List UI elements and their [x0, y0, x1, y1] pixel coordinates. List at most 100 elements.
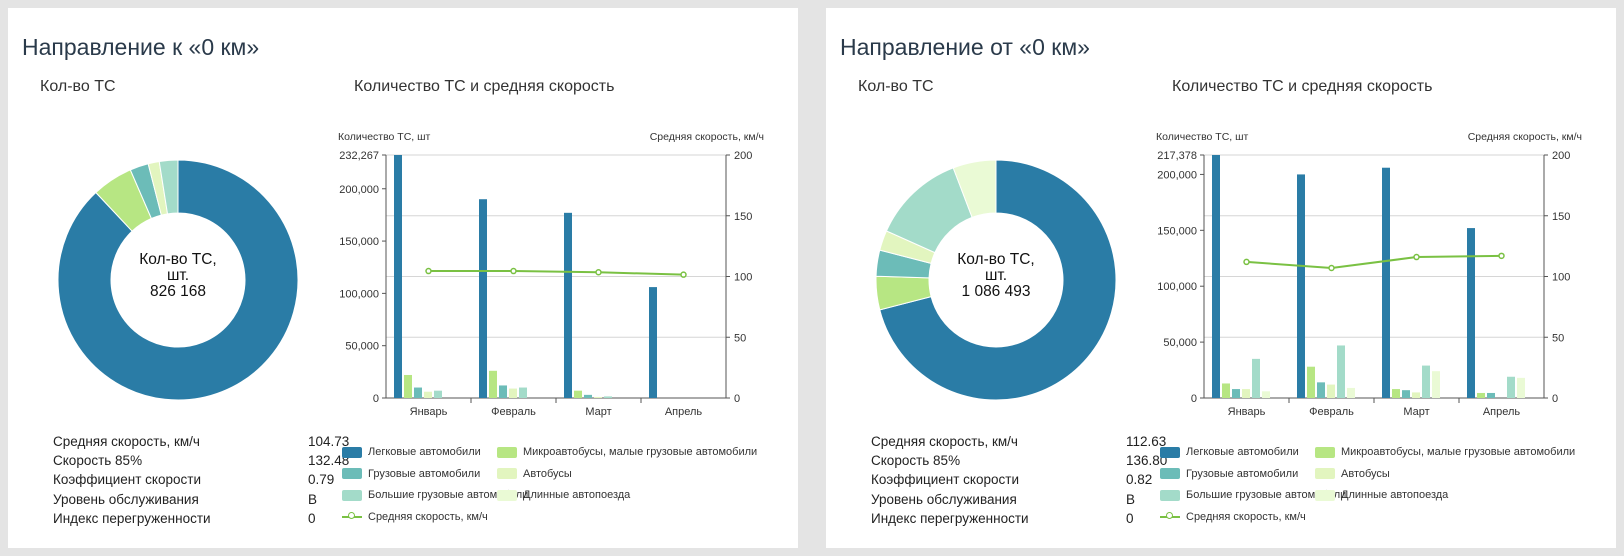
chart-legend: Легковые автомобили Микроавтобусы, малые… — [1160, 446, 1615, 532]
legend-label: Большие грузовые автомобили — [1186, 489, 1347, 501]
legend-item[interactable]: Микроавтобусы, малые грузовые автомобили — [497, 446, 757, 458]
bar[interactable] — [1337, 345, 1345, 398]
stats-table: Средняя скорость, км/ч 112.63 Скорость 85… — [871, 434, 1167, 530]
legend-item[interactable]: Длинные автопоезда — [497, 489, 630, 501]
legend-item[interactable]: Средняя скорость, км/ч — [1160, 511, 1306, 523]
bar[interactable] — [1487, 392, 1495, 398]
donut-chart — [57, 159, 299, 401]
bar[interactable] — [499, 385, 507, 398]
stat-label: Уровень обслуживания — [871, 491, 1017, 507]
legend-item[interactable]: Автобусы — [497, 468, 572, 480]
y-tick-label: 217,378 — [1157, 150, 1197, 162]
legend-swatch — [342, 489, 362, 501]
legend-item[interactable]: Грузовые автомобили — [1160, 468, 1298, 480]
bar[interactable] — [1507, 376, 1515, 398]
bar[interactable] — [584, 394, 592, 398]
legend-swatch — [497, 446, 517, 458]
bar[interactable] — [1467, 228, 1475, 398]
direction-panel-from-0km: Направление от «0 км» Кол-во ТС Количест… — [826, 8, 1616, 548]
y-axis-title: Количество ТС, шт — [338, 131, 431, 143]
speed-point[interactable] — [1328, 264, 1335, 272]
bar[interactable] — [404, 374, 412, 398]
bar-line-chart: 0 50,000 100,000 150,000 200,000 232,267 0 50 10… — [338, 131, 764, 418]
bar[interactable] — [1327, 384, 1335, 398]
donut-chart — [875, 159, 1117, 401]
bar[interactable] — [1412, 392, 1420, 398]
bar[interactable] — [1307, 366, 1315, 398]
bar[interactable] — [649, 287, 657, 398]
legend-item[interactable]: Грузовые автомобили — [342, 468, 480, 480]
bar[interactable] — [489, 370, 497, 398]
legend-item[interactable]: Длинные автопоезда — [1315, 489, 1448, 501]
bar[interactable] — [564, 212, 572, 398]
legend-item[interactable]: Микроавтобусы, малые грузовые автомобили — [1315, 446, 1575, 458]
stat-value: B — [1126, 491, 1136, 507]
bar[interactable] — [434, 390, 442, 398]
stat-row: Индекс перегруженности 0 — [871, 511, 1166, 530]
x-tick-label: Февраль — [1309, 406, 1354, 418]
bar[interactable] — [574, 390, 582, 398]
speed-point[interactable] — [595, 268, 602, 276]
x-tick-label: Апрель — [1483, 406, 1521, 418]
legend-item[interactable]: Легковые автомобили — [1160, 446, 1299, 458]
stat-label: Уровень обслуживания — [53, 491, 199, 507]
legend-swatch — [1315, 446, 1335, 458]
donut-slice[interactable] — [158, 159, 179, 215]
bar[interactable] — [1242, 389, 1250, 398]
y-tick-label: 50,000 — [1163, 337, 1197, 349]
donut-slice[interactable] — [879, 159, 1117, 401]
bar[interactable] — [1222, 383, 1230, 398]
bar[interactable] — [1252, 358, 1260, 398]
bar[interactable] — [1517, 377, 1525, 398]
stat-label: Средняя скорость, км/ч — [871, 434, 1018, 449]
speed-point[interactable] — [510, 267, 517, 275]
speed-point[interactable] — [425, 267, 432, 275]
bar[interactable] — [1392, 389, 1400, 398]
bar[interactable] — [519, 387, 527, 398]
stat-row: Индекс перегруженности 0 — [53, 511, 348, 530]
speed-point[interactable] — [680, 271, 687, 278]
legend-swatch — [497, 468, 517, 479]
bar[interactable] — [1317, 382, 1325, 398]
bar[interactable] — [509, 388, 517, 398]
bar[interactable] — [479, 199, 487, 398]
stat-label: Скорость 85% — [871, 453, 961, 469]
legend-item[interactable]: Автобусы — [1315, 468, 1390, 480]
bar[interactable] — [604, 396, 612, 398]
legend-line-swatch — [342, 511, 362, 522]
bar[interactable] — [1347, 387, 1355, 398]
legend-item[interactable]: Большие грузовые автомобили — [1160, 489, 1346, 501]
donut-title: Кол-во ТС — [858, 78, 934, 95]
bar[interactable] — [414, 387, 422, 398]
legend-item[interactable]: Большие грузовые автомобили — [342, 489, 528, 501]
y2-tick-label: 200 — [734, 150, 752, 162]
donut-slice[interactable] — [952, 159, 997, 219]
bar[interactable] — [424, 391, 432, 398]
bar[interactable] — [594, 396, 602, 398]
y-tick-label: 150,000 — [1157, 225, 1197, 237]
bar[interactable] — [1432, 371, 1440, 398]
y2-tick-label: 50 — [734, 332, 746, 344]
y2-axis-title: Средняя скорость, км/ч — [1468, 131, 1582, 143]
legend-item[interactable]: Легковые автомобили — [342, 446, 481, 458]
y-tick-label: 150,000 — [339, 236, 379, 248]
bar[interactable] — [1402, 390, 1410, 398]
legend-swatch — [1160, 489, 1180, 501]
donut-center-value: 826 168 — [149, 283, 207, 300]
donut-center-label: Кол-во ТС, шт. 826 168 — [48, 252, 308, 300]
bar[interactable] — [1477, 392, 1485, 398]
y-tick-label: 200,000 — [1157, 169, 1197, 181]
x-tick-label: Март — [585, 406, 611, 418]
bar[interactable] — [1212, 155, 1220, 398]
bar[interactable] — [1262, 391, 1270, 398]
speed-point[interactable] — [1413, 253, 1420, 261]
speed-point[interactable] — [1243, 258, 1250, 266]
speed-point[interactable] — [1498, 252, 1505, 260]
bar[interactable] — [1297, 174, 1305, 398]
legend-item[interactable]: Средняя скорость, км/ч — [342, 511, 488, 523]
bar[interactable] — [1232, 389, 1240, 398]
bar[interactable] — [394, 155, 402, 398]
bar[interactable] — [1422, 365, 1430, 398]
bar[interactable] — [1382, 167, 1390, 398]
donut-slice[interactable] — [57, 159, 299, 401]
